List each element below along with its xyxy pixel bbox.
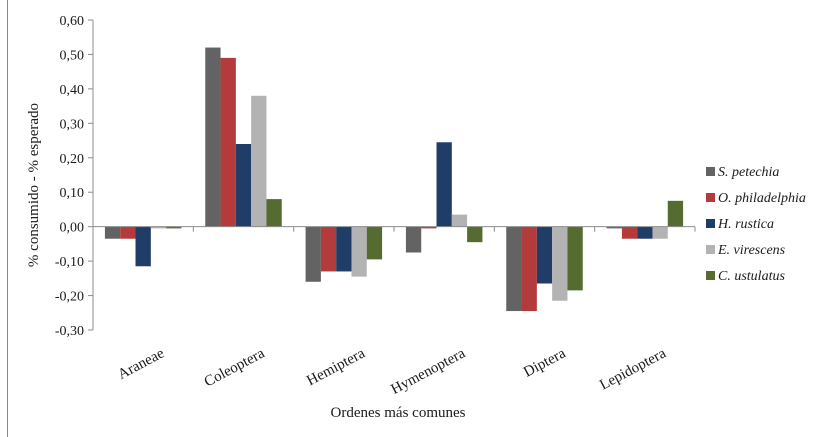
legend-label: H. rustica xyxy=(717,217,774,232)
bar xyxy=(652,226,668,239)
bar xyxy=(637,226,653,239)
legend-swatch xyxy=(706,193,715,202)
bar xyxy=(104,226,121,239)
legend-label: E. virescens xyxy=(717,243,786,258)
y-tick-label: -0,30 xyxy=(55,324,84,339)
category-label: Araneae xyxy=(115,345,167,383)
bar xyxy=(421,226,437,229)
bar xyxy=(305,226,321,282)
category-label: Diptera xyxy=(521,345,569,380)
bar xyxy=(220,57,236,227)
bar xyxy=(336,226,352,272)
bar xyxy=(166,226,182,229)
y-tick-label: 0,50 xyxy=(60,48,85,63)
bar xyxy=(506,226,522,312)
category-label: Lepidoptera xyxy=(597,345,669,393)
legend-label: C. ustulatus xyxy=(718,269,785,284)
bar xyxy=(251,95,267,227)
bar xyxy=(205,47,221,227)
axes xyxy=(92,20,695,330)
bar xyxy=(135,226,151,267)
y-tick-label: 0,30 xyxy=(60,117,85,132)
legend: S. petechia O. philadelphia H. rustica E. v… xyxy=(706,165,806,284)
bar xyxy=(606,226,622,229)
legend-swatch xyxy=(706,271,715,280)
bar xyxy=(667,200,684,227)
y-axis-title: % consumido - % esperado xyxy=(26,103,42,267)
y-tick-label: 0,20 xyxy=(60,152,85,167)
bar xyxy=(405,226,422,253)
legend-swatch xyxy=(706,167,715,176)
bar xyxy=(235,144,252,227)
y-tick-label: -0,20 xyxy=(55,290,84,305)
bar xyxy=(120,226,136,239)
legend-label: S. petechia xyxy=(718,165,779,180)
bar xyxy=(451,214,468,227)
legend-label: O. philadelphia xyxy=(718,191,806,206)
legend-swatch xyxy=(706,245,715,254)
x-axis-title: Ordenes más comunes xyxy=(331,405,466,421)
legend-swatch xyxy=(706,219,715,228)
bar xyxy=(436,142,452,227)
y-tick-label: 0,60 xyxy=(60,14,85,29)
bar xyxy=(536,226,553,284)
y-tick-label: 0,00 xyxy=(60,221,85,236)
bar xyxy=(150,226,167,229)
bar xyxy=(351,226,367,277)
category-label: Hemiptera xyxy=(304,345,368,389)
y-tick-label: 0,40 xyxy=(60,83,85,98)
bar xyxy=(552,226,568,301)
bar xyxy=(266,199,282,227)
y-tick-label: 0,10 xyxy=(60,186,85,201)
bar xyxy=(467,226,483,243)
bar xyxy=(521,226,537,312)
y-tick-label: -0,10 xyxy=(55,255,84,270)
bars xyxy=(92,47,696,312)
y-axis-ticks: -0,30 -0,20 -0,10 0,00 0,10 0,20 0,30 0,40 0,50 0… xyxy=(55,14,93,339)
category-labels: Araneae Coleoptera Hemiptera Hymenoptera Dip… xyxy=(115,345,669,398)
bar xyxy=(567,226,583,291)
bar xyxy=(366,226,383,260)
bar xyxy=(621,226,638,239)
category-label: Hymenoptera xyxy=(388,345,468,398)
bar xyxy=(320,226,337,272)
category-label: Coleoptera xyxy=(202,345,268,390)
